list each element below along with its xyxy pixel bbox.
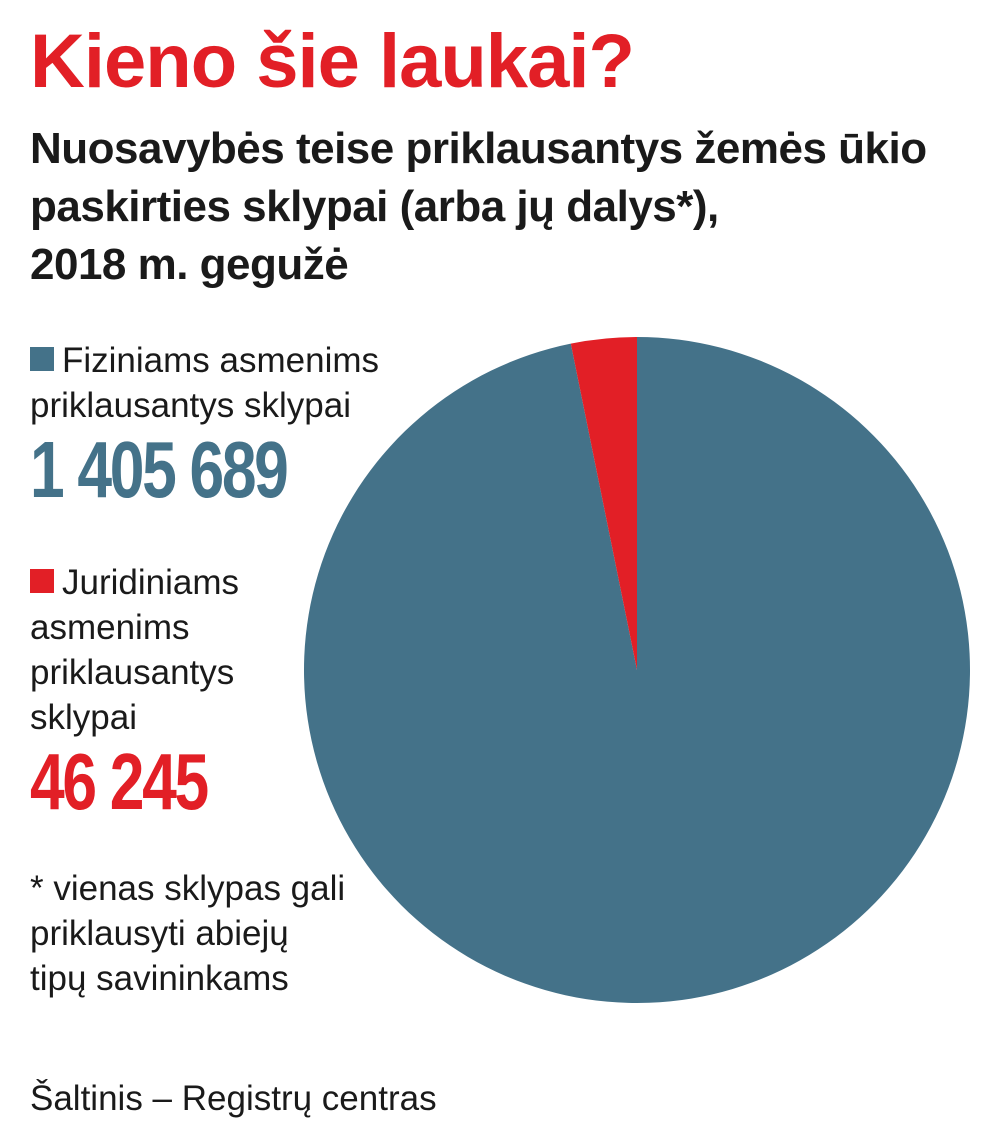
legend-juridinis: Juridiniams asmenims priklausantys sklyp… [30,560,257,824]
chart-subtitle: Nuosavybės teise priklausantys žemės ūki… [30,120,970,294]
footnote-line: * vienas sklypas gali [30,869,346,908]
chart-title: Kieno šie laukai? [30,19,635,104]
legend-label-line: priklausantys sklypai [30,386,351,425]
subtitle-line: paskirties sklypai (arba jų dalys*), [30,182,719,231]
legend-fizinis-swatch [30,347,54,371]
legend-label-line: priklausantys [30,653,235,692]
legend-fizinis: Fiziniams asmenims priklausantys sklypai… [30,338,379,512]
pie-slice-juridinis [570,337,637,670]
legend-fizinis-value: 1 405 689 [30,425,289,514]
legend-fizinis-label: Fiziniams asmenims priklausantys sklypai [30,338,379,428]
legend-label-line: Fiziniams asmenims [62,341,379,380]
footnote-line: priklausyti abiejų [30,914,289,953]
subtitle-line: Nuosavybės teise priklausantys žemės ūki… [30,124,927,173]
source-note: Šaltinis – Registrų centras [30,1079,437,1118]
pie-slice-fizinis [304,337,971,1004]
legend-juridinis-label: Juridiniams asmenims priklausantys sklyp… [30,560,257,740]
subtitle-line: 2018 m. gegužė [30,240,349,289]
legend-label-line: asmenims [30,608,190,647]
legend-juridinis-swatch [30,569,54,593]
legend-label-line: Juridiniams [62,563,239,602]
legend-label-line: sklypai [30,698,137,737]
footnote: * vienas sklypas gali priklausyti abiejų… [30,866,345,1001]
footnote-line: tipų savininkams [30,959,289,998]
legend-juridinis-value: 46 245 [30,737,209,826]
